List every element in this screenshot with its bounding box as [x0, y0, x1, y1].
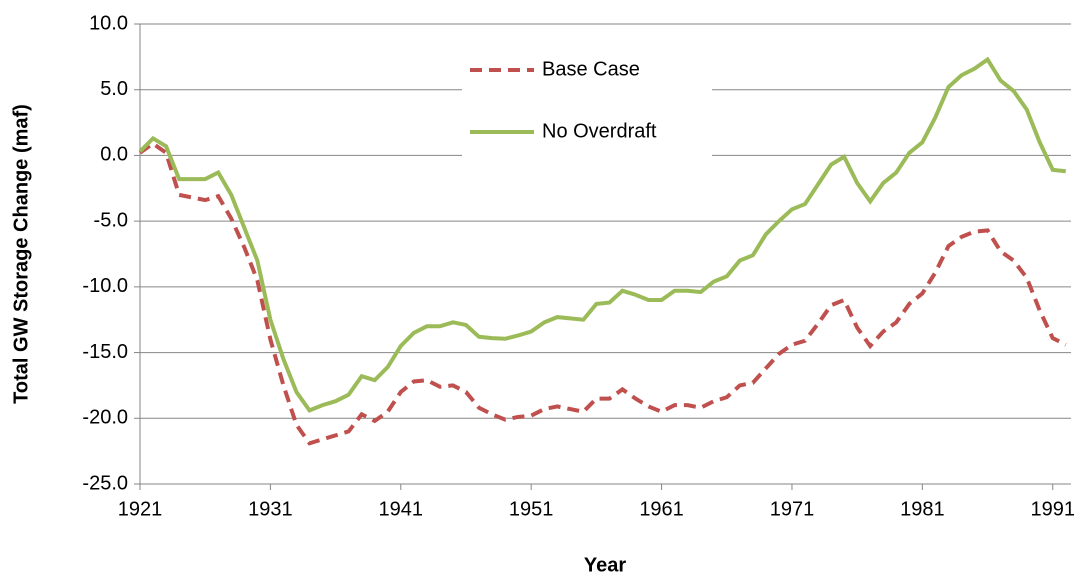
x-tick-label: 1961 — [639, 498, 684, 520]
y-tick-label: -15.0 — [82, 341, 128, 363]
y-tick-label: 0.0 — [100, 144, 128, 166]
y-axis-title: Total GW Storage Change (maf) — [10, 104, 32, 404]
series-line — [138, 141, 1067, 446]
x-tick-label: 1931 — [248, 498, 293, 520]
legend-label: Base Case — [542, 58, 640, 80]
x-tick-label: 1981 — [900, 498, 945, 520]
y-tick-label: -10.0 — [82, 275, 128, 297]
series-line — [138, 56, 1066, 413]
x-tick-label: 1951 — [509, 498, 554, 520]
y-tick-label: -5.0 — [94, 209, 128, 231]
y-tick-label: -25.0 — [82, 472, 128, 494]
x-axis-title: Year — [584, 554, 626, 576]
x-tick-label: 1921 — [118, 498, 163, 520]
x-tick-label: 1991 — [1030, 498, 1075, 520]
legend-label: No Overdraft — [542, 120, 657, 142]
x-tick-label: 1971 — [770, 498, 815, 520]
y-tick-label: 5.0 — [100, 78, 128, 100]
legend-background — [462, 46, 712, 158]
y-tick-label: 10.0 — [89, 12, 128, 34]
x-tick-label: 1941 — [379, 498, 424, 520]
y-tick-label: -20.0 — [82, 407, 128, 429]
